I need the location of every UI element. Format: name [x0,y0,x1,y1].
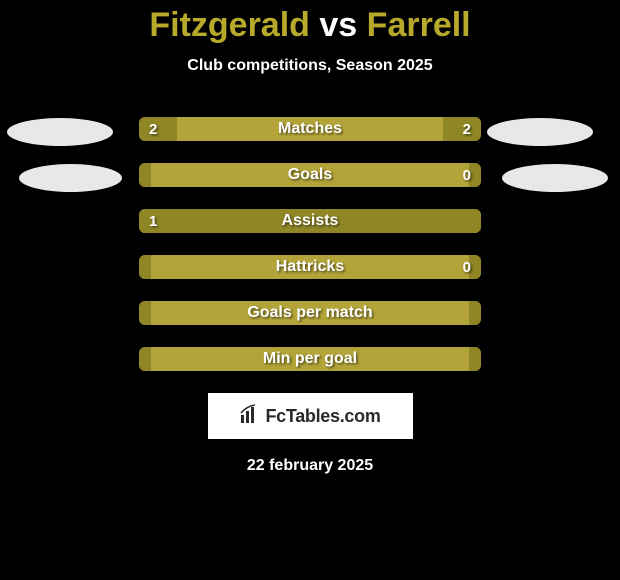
vs-text: vs [319,6,357,44]
stat-right-value: 0 [463,259,471,276]
stat-right-value: 2 [463,121,471,138]
comparison-title: Fitzgerald vs Farrell [0,0,620,45]
stat-row-gpm: Goals per match [139,301,481,325]
stats-area: 2 Matches 2 Goals 0 1 Assists Hattricks … [0,117,620,371]
brand-box: FcTables.com [208,393,413,439]
stat-right-value: 0 [463,167,471,184]
stat-row-mpg: Min per goal [139,347,481,371]
left-ellipse-2 [19,164,122,192]
right-ellipse-2 [502,164,608,192]
subtitle: Club competitions, Season 2025 [0,57,620,75]
stat-label: Goals [139,166,481,184]
stat-row-matches: 2 Matches 2 [139,117,481,141]
stat-label: Min per goal [139,350,481,368]
stat-label: Hattricks [139,258,481,276]
stat-label: Assists [139,212,481,230]
stat-row-assists: 1 Assists [139,209,481,233]
left-ellipse-1 [7,118,113,146]
player2-name: Farrell [367,6,471,44]
stat-label: Goals per match [139,304,481,322]
stat-row-goals: Goals 0 [139,163,481,187]
bars-icon [239,403,261,430]
footer-date: 22 february 2025 [0,457,620,475]
right-ellipse-1 [487,118,593,146]
stat-rows: 2 Matches 2 Goals 0 1 Assists Hattricks … [139,117,481,371]
brand-text: FcTables.com [265,406,380,427]
stat-label: Matches [139,120,481,138]
player1-name: Fitzgerald [149,6,310,44]
stat-row-hattricks: Hattricks 0 [139,255,481,279]
